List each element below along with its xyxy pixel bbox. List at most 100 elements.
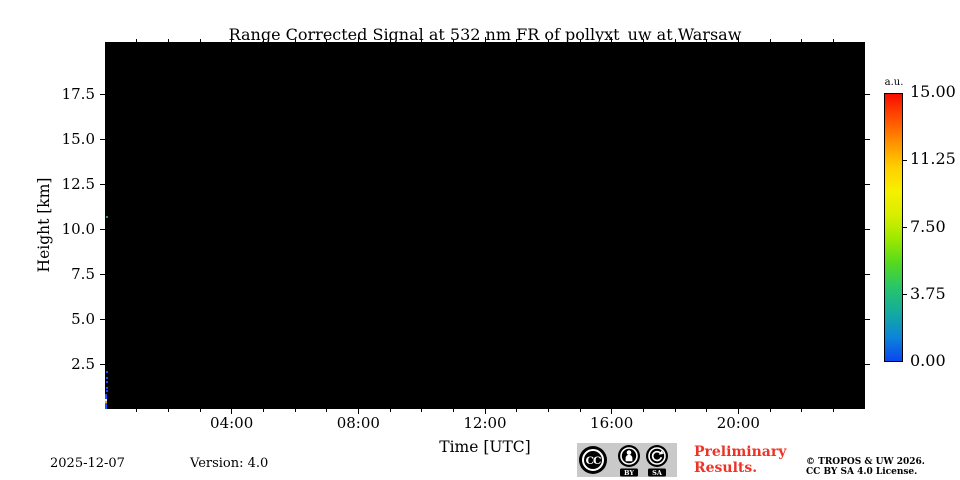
colorbar-unit-label: a.u.	[884, 77, 904, 88]
signal-speck	[106, 215, 108, 218]
x-axis-major-tick	[231, 409, 233, 414]
signal-speck	[106, 390, 108, 392]
x-axis-minor-tick-top	[642, 39, 644, 42]
x-axis-minor-tick	[167, 409, 169, 412]
copyright-line1: © TROPOS & UW 2026.	[806, 457, 925, 467]
colorbar-tick	[903, 159, 907, 161]
x-axis-minor-tick-top	[801, 39, 803, 42]
signal-speck	[106, 381, 108, 383]
y-axis-major-tick-right	[865, 93, 870, 95]
x-axis-minor-tick-top	[136, 39, 138, 42]
x-axis-tick-label: 20:00	[716, 414, 760, 432]
svg-text:SA: SA	[652, 469, 663, 477]
x-axis-minor-tick-top	[547, 39, 549, 42]
colorbar	[884, 93, 903, 362]
colorbar-tick-label: 3.75	[910, 283, 946, 303]
y-axis-major-tick	[100, 138, 105, 140]
x-axis-minor-tick	[326, 409, 328, 412]
x-axis-minor-tick	[262, 409, 264, 412]
y-axis-tick-label: 17.5	[61, 85, 95, 104]
x-axis-major-tick	[611, 409, 613, 414]
x-axis-minor-tick	[547, 409, 549, 412]
y-axis-major-tick	[100, 228, 105, 230]
y-axis-major-tick	[100, 273, 105, 275]
version-label: Version: 4.0	[190, 456, 269, 471]
preliminary-line1: Preliminary	[694, 444, 787, 460]
colorbar-tick	[903, 294, 907, 296]
cc-icon: CC	[579, 446, 607, 474]
x-axis-minor-tick	[769, 409, 771, 412]
colorbar-tick-label: 11.25	[910, 149, 956, 169]
x-axis-tick-label: 16:00	[590, 414, 634, 432]
signal-speck	[106, 377, 108, 380]
x-axis-major-tick-top	[231, 37, 233, 42]
signal-strip-segment	[105, 403, 107, 409]
x-axis-minor-tick	[136, 409, 138, 412]
x-axis-minor-tick-top	[769, 39, 771, 42]
x-axis-minor-tick	[199, 409, 201, 412]
x-axis-minor-tick-top	[389, 39, 391, 42]
y-axis-tick-label: 5.0	[71, 310, 95, 329]
copyright-line2: CC BY SA 4.0 License.	[806, 467, 918, 477]
x-axis-major-tick-top	[357, 37, 359, 42]
x-axis-minor-tick	[642, 409, 644, 412]
y-axis-major-tick	[100, 93, 105, 95]
y-axis-major-tick	[100, 318, 105, 320]
x-axis-minor-tick	[452, 409, 454, 412]
preliminary-line2: Results.	[694, 459, 758, 476]
x-axis-major-tick-top	[737, 37, 739, 42]
x-axis-minor-tick-top	[294, 39, 296, 42]
y-axis-major-tick-right	[865, 318, 870, 320]
x-axis-tick-label: 08:00	[336, 414, 380, 432]
preliminary-note: Preliminary Results.	[694, 444, 787, 476]
colorbar-tick-label: 7.50	[910, 216, 946, 236]
x-axis-minor-tick	[579, 409, 581, 412]
x-axis-minor-tick-top	[199, 39, 201, 42]
x-axis-minor-tick-top	[832, 39, 834, 42]
svg-text:CC: CC	[586, 455, 601, 467]
cc-license-badge: CC BY SA	[577, 443, 677, 477]
colorbar-tick-label: 0.00	[910, 351, 946, 370]
x-axis-minor-tick-top	[262, 39, 264, 42]
y-axis-major-tick	[100, 183, 105, 185]
x-axis-minor-tick-top	[706, 39, 708, 42]
colorbar-tick	[903, 227, 907, 228]
x-axis-major-tick	[737, 409, 739, 414]
plot-title: Range Corrected Signal at 532 nm FR of p…	[228, 25, 742, 44]
signal-strip-segment	[105, 402, 107, 404]
svg-text:BY: BY	[624, 469, 634, 477]
y-axis-major-tick-right	[865, 228, 870, 230]
x-axis-major-tick-top	[611, 37, 613, 42]
signal-speck	[106, 386, 108, 389]
x-axis-tick-label: 12:00	[463, 414, 507, 432]
measurement-date: 2025-12-07	[50, 456, 125, 471]
x-axis-minor-tick	[421, 409, 423, 412]
y-axis-tick-label: 2.5	[71, 355, 95, 374]
x-axis-minor-tick-top	[326, 39, 328, 42]
x-axis-major-tick-top	[484, 37, 486, 42]
y-axis-major-tick	[100, 363, 105, 365]
x-axis-tick-label: 04:00	[210, 414, 254, 432]
x-axis-minor-tick-top	[167, 39, 169, 42]
signal-strip-segment	[105, 399, 107, 401]
x-axis-minor-tick	[801, 409, 803, 412]
x-axis-minor-tick-top	[579, 39, 581, 42]
y-axis-major-tick-right	[865, 363, 870, 365]
x-axis-major-tick	[484, 409, 486, 414]
y-axis-tick-label: 7.5	[71, 265, 95, 284]
x-axis-minor-tick-top	[452, 39, 454, 42]
signal-strip-segment	[105, 401, 107, 403]
y-axis-tick-label: 10.0	[61, 220, 95, 239]
y-axis-tick-label: 12.5	[61, 175, 95, 194]
x-axis-major-tick	[357, 409, 359, 414]
x-axis-minor-tick	[674, 409, 676, 412]
x-axis-minor-tick-top	[516, 39, 518, 42]
y-axis-major-tick-right	[865, 273, 870, 275]
x-axis-minor-tick-top	[421, 39, 423, 42]
copyright-note: © TROPOS & UW 2026. CC BY SA 4.0 License…	[806, 457, 925, 477]
y-axis-major-tick-right	[865, 138, 870, 140]
x-axis-minor-tick-top	[674, 39, 676, 42]
x-axis-minor-tick	[294, 409, 296, 412]
x-axis-minor-tick	[832, 409, 834, 412]
